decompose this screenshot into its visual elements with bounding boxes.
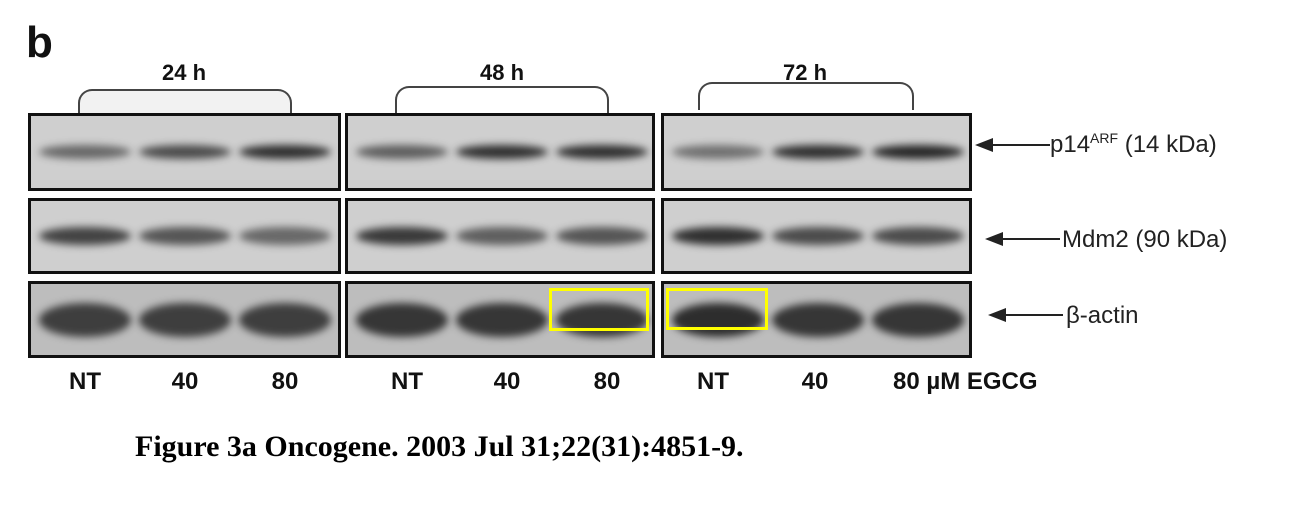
protein-band: [872, 227, 964, 245]
lane-label: NT: [391, 368, 423, 395]
protein-band: [672, 227, 764, 245]
protein-band: [39, 227, 131, 245]
blot-panel: [345, 198, 655, 274]
timepoint-48h: 48 h: [479, 60, 525, 85]
protein-band: [356, 145, 448, 159]
protein-band: [356, 227, 448, 245]
lane-label: 80: [593, 368, 621, 395]
lane-label: 80 µM EGCG: [893, 368, 1038, 395]
protein-band: [39, 145, 131, 159]
arrow-line: [1003, 314, 1063, 316]
blot-panel: [28, 113, 341, 191]
blot-panel: [661, 198, 972, 274]
protein-band: [772, 302, 864, 337]
lane-label: 80: [271, 368, 299, 395]
protein-band: [239, 227, 331, 245]
marker-superscript: ARF: [1090, 130, 1119, 146]
panel-letter: b: [26, 18, 53, 67]
protein-band: [356, 302, 448, 337]
lane-label: NT: [69, 368, 101, 395]
arrow-line: [1000, 238, 1060, 240]
lane-label: 40: [493, 368, 521, 395]
marker-beta-actin: β-actin: [1066, 302, 1139, 329]
highlight-box-48h-80: [549, 288, 649, 331]
figure-caption: Figure 3a Oncogene. 2003 Jul 31;22(31):4…: [135, 430, 744, 463]
marker-suffix: (14 kDa): [1118, 131, 1217, 158]
protein-band: [556, 145, 648, 159]
marker-name: p14: [1050, 131, 1091, 158]
protein-band: [239, 302, 331, 337]
bracket-72h: [698, 82, 914, 110]
protein-band: [672, 302, 764, 337]
protein-band: [772, 145, 864, 159]
protein-band: [456, 145, 548, 159]
arrow-icon: [975, 138, 993, 152]
timepoint-24h: 24 h: [161, 60, 207, 85]
blot-panel: [661, 113, 972, 191]
lane-label: 40: [171, 368, 199, 395]
highlight-box-72h-nt: [666, 288, 768, 330]
marker-p14arf: p14ARF (14 kDa): [1050, 130, 1217, 159]
protein-band: [872, 145, 964, 159]
lane-label: 40: [801, 368, 829, 395]
protein-band: [39, 302, 131, 337]
protein-band: [556, 227, 648, 245]
protein-band: [139, 227, 231, 245]
timepoint-72h: 72 h: [782, 60, 828, 85]
arrow-icon: [988, 308, 1006, 322]
lane-label: NT: [697, 368, 729, 395]
protein-band: [456, 227, 548, 245]
protein-band: [139, 145, 231, 159]
protein-band: [139, 302, 231, 337]
arrow-line: [990, 144, 1050, 146]
blot-panel: [661, 281, 972, 358]
blot-panel: [28, 198, 341, 274]
marker-mdm2: Mdm2 (90 kDa): [1062, 226, 1228, 253]
bracket-48h: [395, 86, 609, 114]
protein-band: [672, 145, 764, 159]
blot-panel: [28, 281, 341, 358]
blot-panel: [345, 113, 655, 191]
protein-band: [239, 145, 331, 159]
arrow-icon: [985, 232, 1003, 246]
protein-band: [872, 302, 964, 337]
protein-band: [772, 227, 864, 245]
protein-band: [456, 302, 548, 337]
bracket-24h: [78, 89, 292, 117]
